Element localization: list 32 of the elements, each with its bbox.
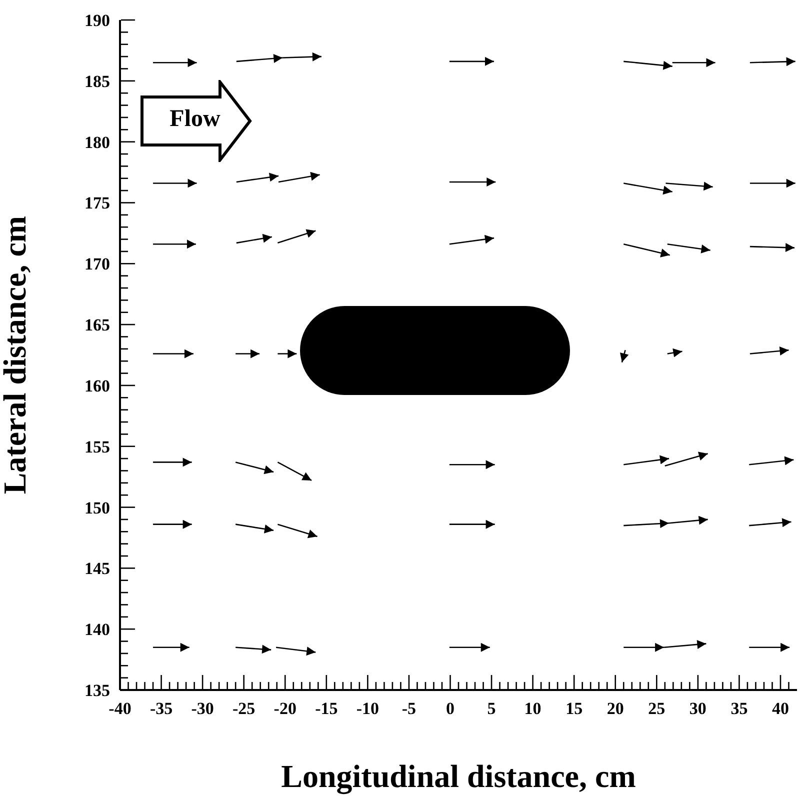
y-tick-label: 140 [84, 620, 110, 640]
x-tick-label: 10 [524, 699, 542, 718]
y-tick-label: 185 [84, 72, 110, 91]
x-tick-label: -30 [191, 699, 214, 718]
x-tick-label: -10 [356, 699, 380, 718]
x-tick-label: 20 [606, 699, 624, 718]
x-tick-label: -20 [274, 699, 296, 718]
y-tick-label: 170 [84, 254, 110, 274]
x-tick-label: 30 [689, 699, 706, 718]
y-tick-label: 155 [84, 437, 110, 456]
y-tick-label: 145 [84, 559, 110, 578]
y-tick-label: 175 [84, 194, 110, 213]
y-tick-label: 135 [84, 681, 110, 700]
y-axis-title: Lateral distance, cm [0, 216, 32, 494]
x-tick-label: -40 [108, 699, 132, 718]
x-tick-label: -35 [150, 699, 173, 718]
x-axis-title: Longitudinal distance, cm [281, 758, 636, 795]
y-tick-label: 150 [84, 498, 110, 518]
y-tick-label: 165 [84, 316, 110, 335]
annotation: Flow [168, 105, 222, 134]
x-tick-label: 35 [730, 699, 748, 718]
x-tick-label: 40 [772, 699, 789, 718]
x-tick-label: -15 [315, 699, 338, 718]
x-tick-label: 0 [446, 699, 454, 718]
x-tick-label: -5 [402, 699, 416, 718]
x-tick-label: 5 [487, 699, 496, 718]
y-tick-label: 180 [84, 132, 110, 152]
y-tick-label: 160 [84, 376, 110, 396]
x-tick-label: 15 [566, 699, 583, 718]
x-tick-label: -25 [232, 699, 256, 718]
y-tick-label: 190 [84, 11, 110, 30]
x-tick-label: 25 [648, 699, 666, 718]
